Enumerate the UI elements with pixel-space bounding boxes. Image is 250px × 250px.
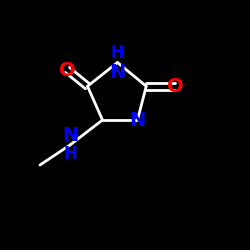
Text: O: O [167,77,183,96]
Text: N: N [62,126,78,145]
Text: O: O [59,60,76,80]
Text: H: H [63,145,77,163]
Text: N: N [110,62,126,82]
Text: N: N [130,110,146,130]
Text: H: H [110,44,124,62]
